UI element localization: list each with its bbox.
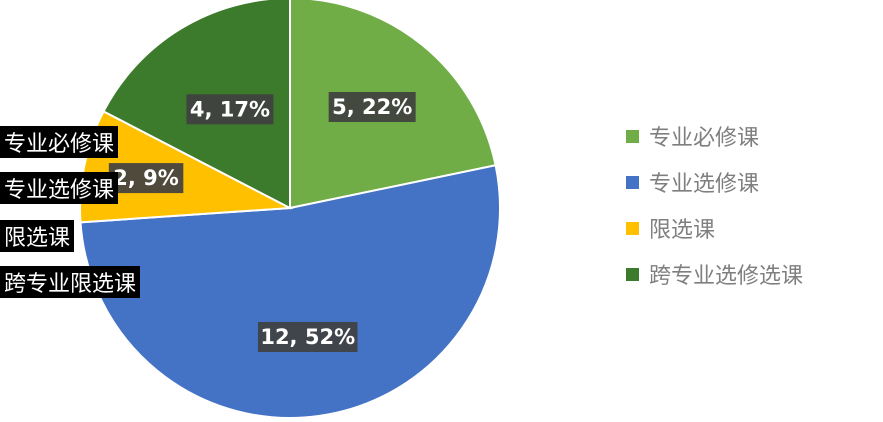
data-label-bg-1 <box>328 92 416 123</box>
legend: 专业必修课 专业选修课 限选课 跨专业选修选课 <box>608 108 878 298</box>
data-label-4: 4, 17% <box>186 94 274 125</box>
legend-item-4: 跨专业选修选课 <box>626 256 803 292</box>
pie-slice-2 <box>79 164 501 419</box>
data-label-bg-3 <box>108 163 184 194</box>
legend-item-3: 限选课 <box>626 210 715 246</box>
legend-item-2: 专业选修课 <box>626 164 759 200</box>
data-label-bg-4 <box>186 94 274 125</box>
legend-swatch-4 <box>626 267 639 281</box>
legend-text-2: 专业选修课 <box>649 172 760 197</box>
data-label-text-1: 5, 22% <box>332 95 412 119</box>
legend-swatch-2 <box>626 175 639 189</box>
data-label-2: 12, 52% <box>257 321 358 352</box>
left-label-2: 专业选修课 <box>0 172 119 204</box>
data-label-text-3: 2, 9% <box>113 166 179 190</box>
data-label-1: 5, 22% <box>328 92 416 123</box>
data-label-text-4: 4, 17% <box>190 97 270 121</box>
data-label-3: 2, 9% <box>108 163 184 194</box>
legend-text-3: 限选课 <box>649 218 716 243</box>
left-label-1: 专业必修课 <box>0 126 119 158</box>
data-label-bg-2 <box>257 321 358 352</box>
left-label-3: 限选课 <box>0 220 75 252</box>
left-label-4: 跨专业限选课 <box>0 266 141 298</box>
data-label-text-2: 12, 52% <box>260 325 355 349</box>
legend-text-1: 专业必修课 <box>649 126 760 151</box>
legend-swatch-3 <box>626 221 639 235</box>
legend-text-4: 跨专业选修选课 <box>649 264 804 289</box>
legend-swatch-1 <box>626 129 639 143</box>
legend-item-1: 专业必修课 <box>626 118 759 154</box>
pie-slice-3 <box>79 110 294 224</box>
